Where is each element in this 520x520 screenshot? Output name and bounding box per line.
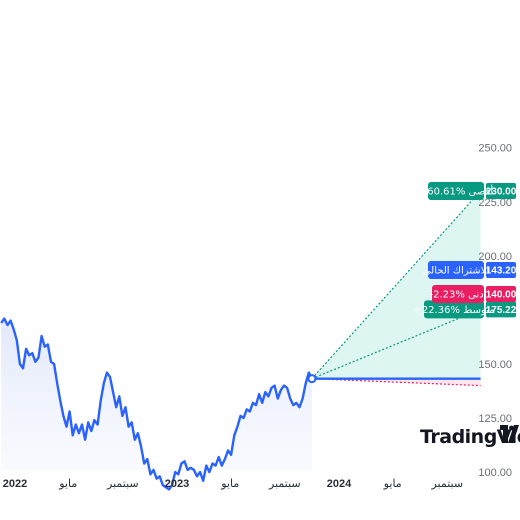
max-price-label: 230.00: [486, 186, 517, 197]
tradingview-logo[interactable]: TradingView: [420, 425, 520, 448]
y-axis: 250.00225.00200.00175.00150.00125.00100.…: [478, 143, 512, 479]
x-axis: 2022 مايو سبتمبر 2023 مايو سبتمبر 2024 مايو سبتم…: [3, 477, 463, 490]
avg-label-pill: [424, 300, 484, 319]
x-tick-label: مايو: [220, 477, 239, 490]
min-badge: 140.00-2.23% أدنى: [430, 285, 517, 303]
price-line: [0, 317, 313, 491]
avg-badge: 175.22+22.36% متوسط: [413, 300, 517, 319]
price-area: [0, 317, 313, 491]
current-price-label: 143.20: [486, 266, 517, 277]
x-tick-label: سبتمبر: [430, 477, 463, 490]
min-label: -2.23% أدنى: [430, 288, 487, 301]
avg-label: +22.36% متوسط: [413, 305, 494, 316]
x-tick-label: سبتمبر: [106, 477, 139, 490]
max-badge: 230.00+60.61% أقصى: [419, 181, 517, 200]
current-price-tag: [486, 262, 516, 278]
y-tick-label: 100.00: [478, 467, 512, 479]
min-label-pill: [432, 285, 484, 303]
y-tick-label: 225.00: [478, 197, 512, 209]
tradingview-logo-icon: [500, 425, 519, 443]
price-area-fill: [1, 318, 312, 490]
forecast-lines: [307, 190, 482, 387]
x-tick-label: مايو: [383, 477, 402, 490]
forecast-badges: 230.00+60.61% أقصى 175.22+22.36% متوسط 143…: [413, 181, 517, 319]
min-price-label: 140.00: [486, 290, 517, 301]
max-price-tag: [486, 182, 516, 199]
avg-price-label: 175.22: [486, 305, 517, 316]
current-label: الاشتراك الحالي: [423, 266, 489, 277]
x-tick-label: 2023: [165, 478, 189, 490]
avg-price-tag: [486, 301, 516, 318]
y-tick-label: 150.00: [478, 359, 512, 371]
max-label: +60.61% أقصى: [419, 184, 493, 197]
current-price-dot: [307, 374, 317, 384]
current-label-pill: [428, 261, 484, 279]
y-tick-label: 125.00: [478, 413, 512, 425]
y-tick-label: 200.00: [478, 251, 512, 263]
x-tick-label: 2024: [327, 478, 352, 490]
x-tick-label: مايو: [58, 477, 77, 490]
x-tick-label: 2022: [3, 478, 27, 490]
min-price-tag: [486, 286, 516, 302]
x-tick-label: سبتمبر: [268, 477, 301, 490]
y-tick-label: 250.00: [478, 143, 512, 155]
max-label-pill: [428, 181, 484, 200]
logo-text: TradingView: [420, 426, 520, 448]
